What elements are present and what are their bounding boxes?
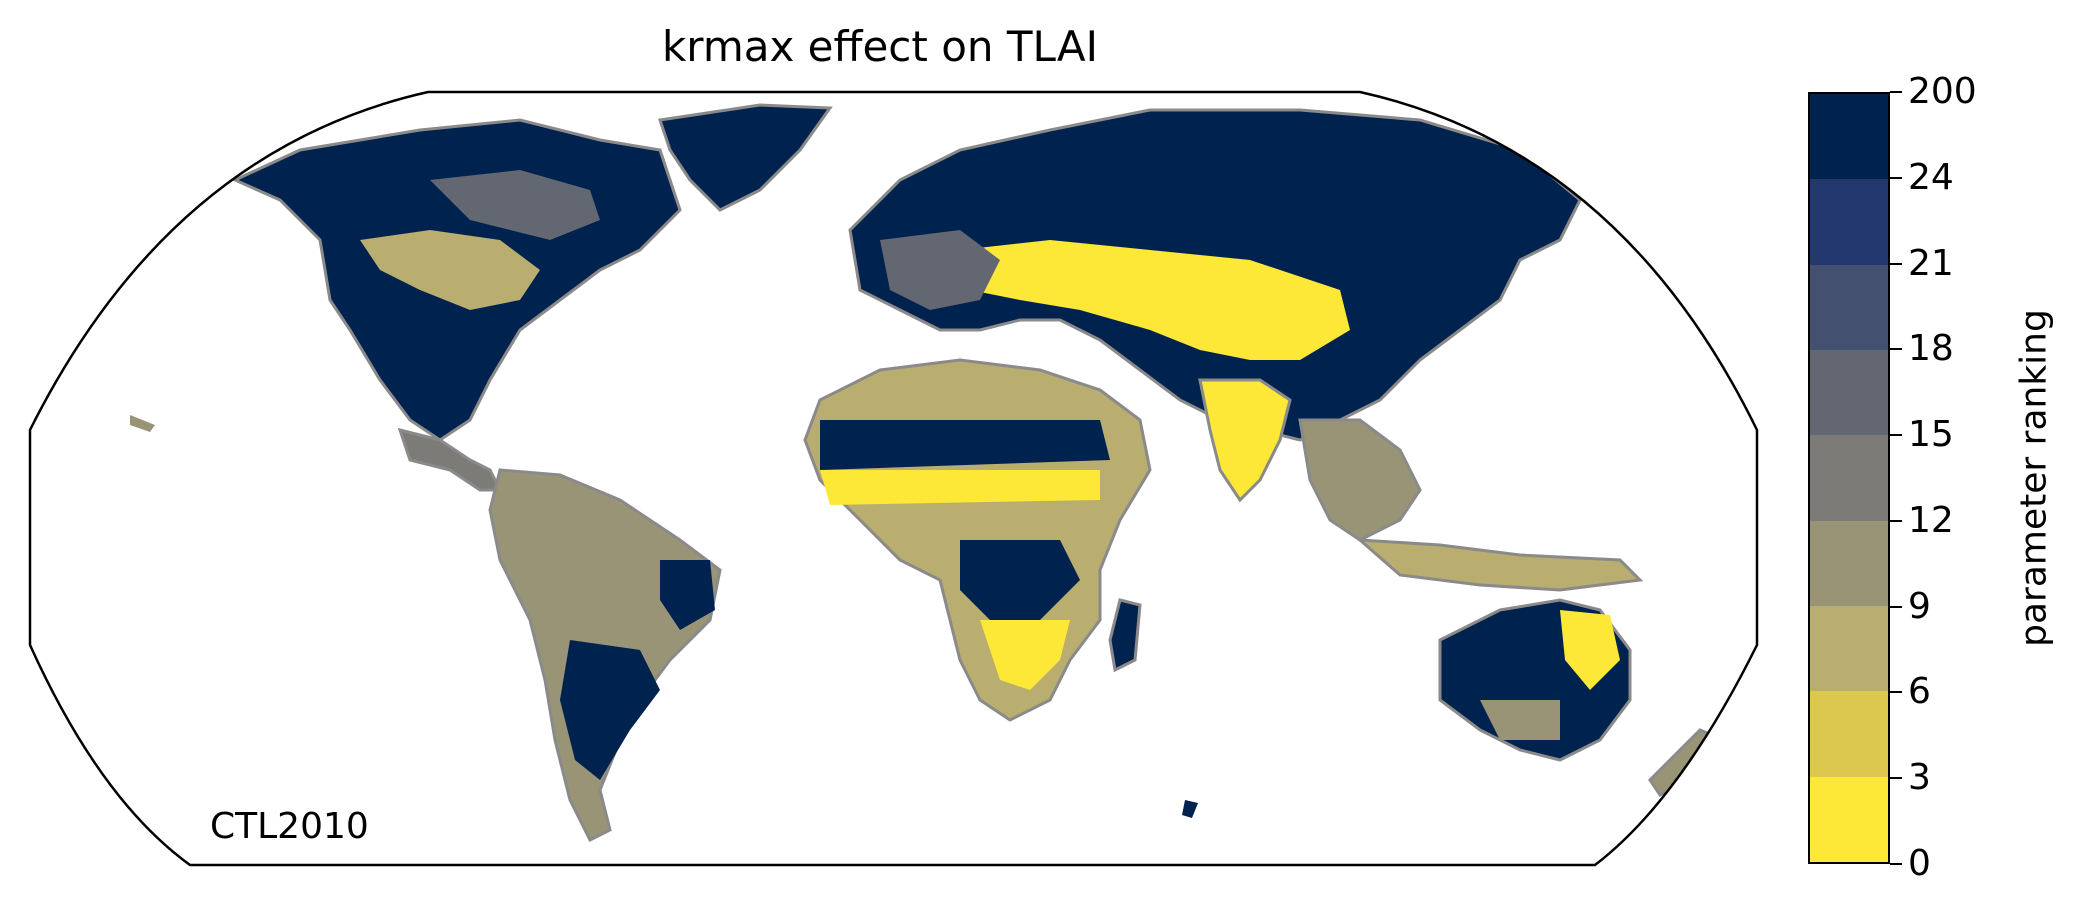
colorbar-tick-label: 3: [1908, 757, 1931, 799]
colorbar-tick-mark: [1890, 91, 1902, 93]
land-sahel-yellow: [820, 470, 1100, 505]
land-sahara-band: [820, 420, 1110, 470]
colorbar-segment: [1810, 94, 1888, 180]
land-cells: [130, 103, 1715, 843]
colorbar-tick-mark: [1890, 691, 1902, 694]
land-sa-ne: [660, 560, 715, 630]
land-hawaii: [130, 415, 155, 432]
land-sa-south: [560, 640, 660, 780]
colorbar-tick-mark: [1890, 348, 1902, 351]
colorbar-segment: [1810, 179, 1888, 265]
colorbar-segment: [1810, 691, 1888, 777]
colorbar-ticks: 0 3 6 9 12 15 18 21 24 200: [1890, 71, 2010, 884]
land-tasmania: [1182, 800, 1198, 818]
land-indonesia: [1355, 538, 1644, 592]
land-europe-mix: [880, 230, 1000, 310]
land-australia-south: [1480, 700, 1560, 740]
colorbar-tick-label: 18: [1908, 328, 1954, 370]
colorbar-tick-label: 24: [1908, 156, 1954, 198]
land-southern-africa: [980, 620, 1070, 690]
colorbar-tick-mark: [1890, 176, 1902, 179]
land-india: [1198, 378, 1292, 503]
colorbar-tick-label: 12: [1908, 499, 1954, 541]
colorbar-segment: [1810, 776, 1888, 862]
colorbar-segment: [1810, 435, 1888, 521]
colorbar-segment: [1810, 264, 1888, 351]
colorbar-segment: [1810, 520, 1888, 607]
map-boundary: [28, 90, 1759, 867]
map-label: CTL2010: [210, 806, 369, 847]
land-greenland: [658, 103, 833, 212]
colorbar-tick-label: 200: [1908, 71, 1977, 112]
colorbar-tick-label: 9: [1908, 585, 1931, 627]
land-australia-east: [1560, 610, 1620, 690]
colorbar-label: parameter ranking: [2013, 309, 2055, 647]
colorbar-tick-label: 15: [1908, 414, 1954, 456]
colorbar-tick-mark: [1890, 863, 1902, 865]
colorbar-tick-mark: [1890, 605, 1902, 608]
land-na-mid: [430, 170, 600, 240]
land-central-africa: [960, 540, 1080, 620]
colorbar-tick-label: 0: [1908, 843, 1931, 884]
colorbar-segment: [1810, 350, 1888, 436]
colorbar-tick-label: 21: [1908, 242, 1954, 284]
world-map: [28, 90, 1759, 867]
colorbar-tick-mark: [1890, 434, 1902, 437]
colorbar-segment: [1810, 606, 1888, 692]
land-central-america: [397, 427, 503, 492]
land-central-asia-yellow: [960, 240, 1350, 360]
land-na-interior: [360, 230, 540, 310]
land-madagascar: [1108, 598, 1142, 673]
colorbar: [1808, 92, 1890, 864]
colorbar-tick-label: 6: [1908, 671, 1931, 713]
land-se-asia: [1298, 418, 1422, 542]
colorbar-tick-mark: [1890, 519, 1902, 522]
colorbar-tick-mark: [1890, 262, 1902, 265]
map-title: krmax effect on TLAI: [661, 22, 1099, 71]
colorbar-tick-mark: [1890, 777, 1902, 780]
